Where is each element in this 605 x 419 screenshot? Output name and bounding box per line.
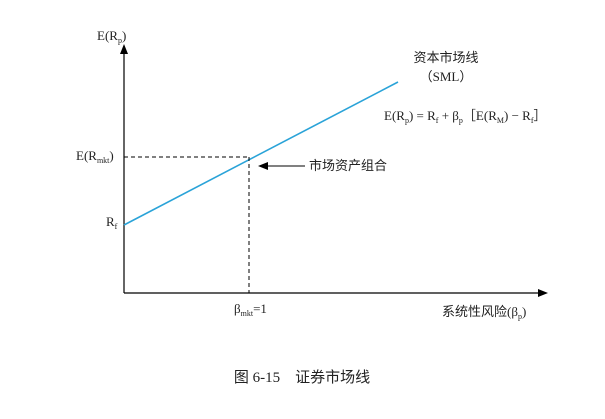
text-part: ) — [122, 28, 126, 43]
text-part: ［E(R — [463, 108, 497, 123]
rf-label: Rf — [106, 214, 118, 231]
text-part: ］ — [534, 108, 547, 123]
text-part: E(R — [97, 28, 118, 43]
subscript: p — [405, 116, 409, 125]
text-part: ) = R — [409, 108, 436, 123]
formula: E(Rp) = Rf + βp［E(RM) − Rf］ — [384, 108, 547, 125]
subscript: p — [459, 116, 463, 125]
subscript: f — [436, 116, 439, 125]
subscript: mkt — [97, 156, 110, 165]
caption: 图 6-15 证券市场线 — [234, 369, 370, 386]
line-title: 资本市场线 — [413, 50, 478, 65]
text-part: E(R — [384, 108, 405, 123]
text-part: ) — [522, 304, 526, 319]
text-part: R — [106, 214, 115, 229]
x-axis-arrow — [538, 289, 548, 297]
subscript: p — [518, 312, 522, 321]
text-part: 系统性风险(β — [442, 304, 518, 319]
annotation: 市场资产组合 — [309, 158, 387, 173]
beta-label: βmkt=1 — [234, 301, 267, 318]
y-axis-label: E(Rp) — [97, 28, 126, 45]
emkt-label: E(Rmkt) — [76, 148, 114, 165]
text-part: E(R — [76, 148, 97, 163]
sml-line — [123, 81, 399, 226]
subscript: mkt — [241, 309, 254, 318]
text-part: + β — [438, 108, 459, 123]
text-part: β — [234, 301, 241, 316]
text-part: =1 — [253, 301, 267, 316]
subscript: f — [115, 222, 118, 231]
annotation-arrowhead — [258, 162, 268, 170]
text-part: ) — [109, 148, 113, 163]
y-axis-arrow — [120, 44, 128, 54]
subscript: f — [531, 116, 534, 125]
text-part: ) − R — [504, 108, 531, 123]
line-abbr: （SML） — [420, 69, 473, 84]
subscript: M — [497, 116, 504, 125]
x-axis-label: 系统性风险(βp) — [442, 304, 526, 321]
subscript: p — [118, 36, 122, 45]
